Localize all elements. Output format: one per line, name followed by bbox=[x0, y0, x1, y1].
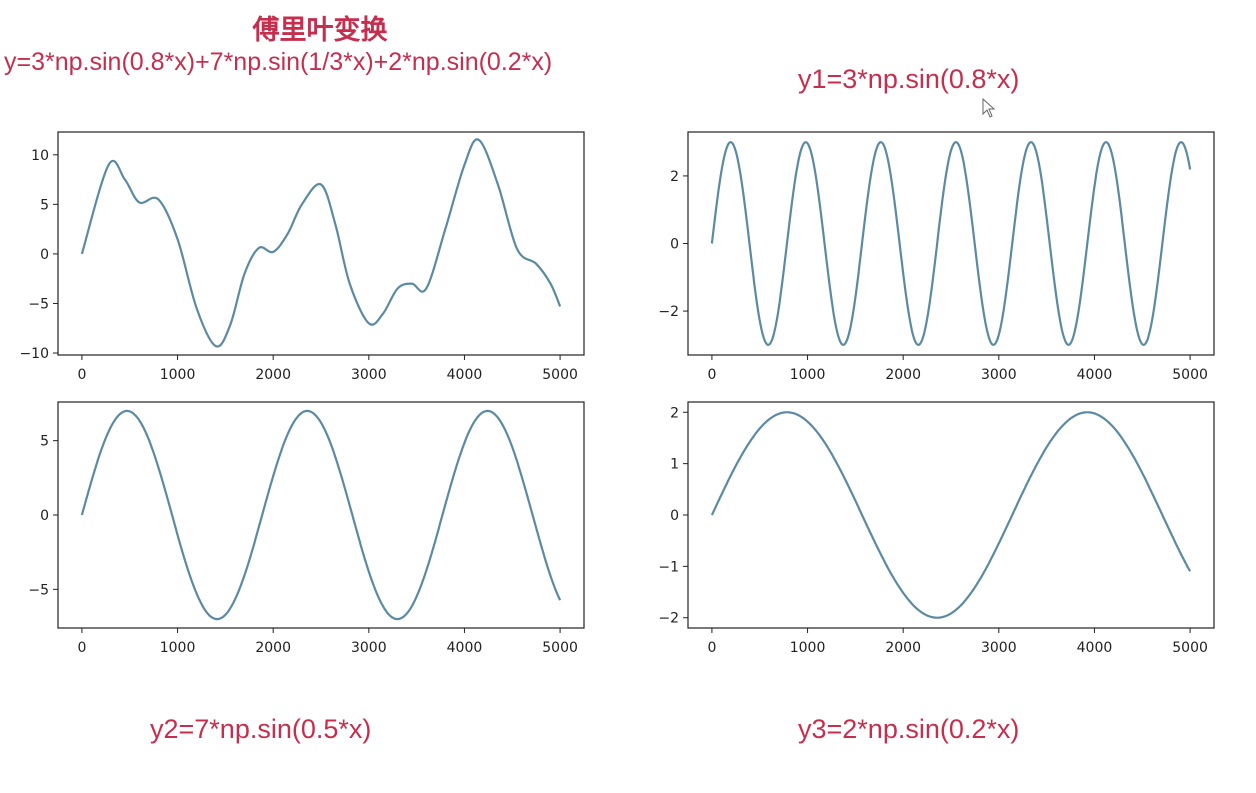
y-tick-label-y2: −5 bbox=[28, 582, 49, 598]
x-tick-label-sum: 5000 bbox=[542, 367, 578, 383]
axes-frame-y3 bbox=[687, 401, 1215, 629]
x-tick-label-y1: 0 bbox=[707, 367, 716, 383]
x-tick-label-y3: 2000 bbox=[885, 640, 921, 656]
chart-y1: 0 1000 2000 3000 4000 5000 −2 0 2 bbox=[658, 131, 1215, 383]
y-tick-label-y3: 1 bbox=[670, 457, 679, 473]
y-tick-label-sum: 0 bbox=[40, 247, 49, 263]
x-tick-label-y3: 5000 bbox=[1172, 640, 1208, 656]
y-tick-label-y1: 0 bbox=[670, 237, 679, 253]
y-tick-label-y3: 2 bbox=[670, 405, 679, 421]
x-tick-label-y2: 3000 bbox=[351, 640, 387, 656]
x-tick-label-y2: 4000 bbox=[447, 640, 483, 656]
y-tick-label-sum: −5 bbox=[28, 296, 49, 312]
x-tick-label-y1: 5000 bbox=[1172, 367, 1208, 383]
y1-formula-label: y1=3*np.sin(0.8*x) bbox=[798, 64, 1020, 94]
x-tick-label-y1: 1000 bbox=[790, 367, 826, 383]
y3-formula-label: y3=2*np.sin(0.2*x) bbox=[798, 714, 1020, 744]
x-tick-label-y3: 3000 bbox=[981, 640, 1017, 656]
x-tick-label-y3: 4000 bbox=[1077, 640, 1113, 656]
x-tick-label-y1: 4000 bbox=[1077, 367, 1113, 383]
y2-formula-label: y2=7*np.sin(0.5*x) bbox=[150, 714, 372, 744]
y-tick-label-y2: 0 bbox=[40, 508, 49, 524]
chart-y3: 0 1000 2000 3000 4000 5000 −2 −1 0 1 2 bbox=[658, 401, 1215, 656]
axes-frame-y2 bbox=[57, 401, 585, 629]
x-tick-label-sum: 3000 bbox=[351, 367, 387, 383]
y-tick-label-y3: −1 bbox=[658, 559, 679, 575]
x-tick-label-y2: 2000 bbox=[255, 640, 291, 656]
main-formula-label: y=3*np.sin(0.8*x)+7*np.sin(1/3*x)+2*np.s… bbox=[4, 48, 553, 76]
mouse-pointer-icon bbox=[982, 98, 996, 118]
y-tick-label-y3: −2 bbox=[658, 611, 679, 627]
x-tick-label-y2: 1000 bbox=[160, 640, 196, 656]
y-tick-label-y1: −2 bbox=[658, 304, 679, 320]
x-tick-label-y1: 2000 bbox=[885, 367, 921, 383]
x-tick-label-sum: 2000 bbox=[255, 367, 291, 383]
y-tick-label-sum: 10 bbox=[31, 148, 49, 164]
series-line-y1 bbox=[710, 140, 1192, 347]
chart-y2: 0 1000 2000 3000 4000 5000 −5 0 5 bbox=[28, 401, 585, 656]
series-line-y3 bbox=[710, 411, 1192, 619]
y-tick-label-y2: 5 bbox=[40, 434, 49, 450]
x-tick-label-sum: 0 bbox=[77, 367, 86, 383]
x-tick-label-y1: 3000 bbox=[981, 367, 1017, 383]
y-tick-label-sum: 5 bbox=[40, 197, 49, 213]
x-tick-label-y3: 0 bbox=[707, 640, 716, 656]
chinese-title: 傅里叶变换 bbox=[252, 15, 388, 45]
axes-frame-sum bbox=[57, 131, 585, 356]
x-tick-label-sum: 4000 bbox=[447, 367, 483, 383]
chart-sum: 0 1000 2000 3000 4000 5000 −10 −5 0 5 10 bbox=[19, 131, 585, 383]
y-tick-label-y3: 0 bbox=[670, 508, 679, 524]
series-line-sum bbox=[80, 138, 562, 348]
x-tick-label-y2: 0 bbox=[77, 640, 86, 656]
y-tick-label-sum: −10 bbox=[19, 346, 49, 362]
x-tick-label-y2: 5000 bbox=[542, 640, 578, 656]
x-tick-label-y3: 1000 bbox=[790, 640, 826, 656]
y-tick-label-y1: 2 bbox=[670, 169, 679, 185]
series-line-y2 bbox=[80, 409, 562, 621]
x-tick-label-sum: 1000 bbox=[160, 367, 196, 383]
